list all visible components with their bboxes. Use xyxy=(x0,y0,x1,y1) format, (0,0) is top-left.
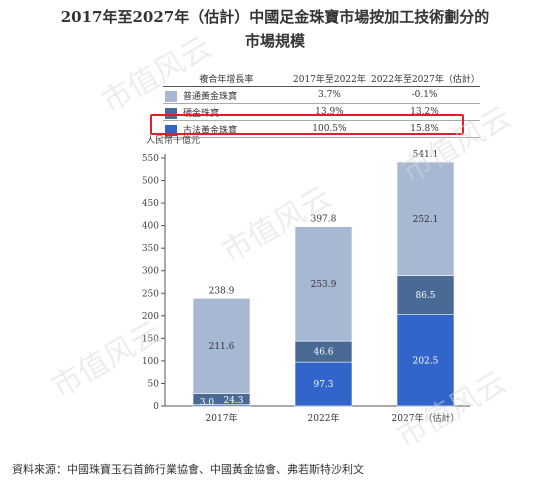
bar-segment xyxy=(294,361,353,407)
legend-swatch-ancient xyxy=(165,124,177,136)
y-tick-label: 350 xyxy=(142,244,159,254)
total-value-label: 397.8 xyxy=(311,215,337,225)
cagr-value: -0.1% xyxy=(369,86,480,104)
total-value-label: 541.1 xyxy=(413,150,439,160)
segment-value-label: 86.5 xyxy=(415,291,435,301)
segment-value-label: 253.9 xyxy=(311,280,337,290)
y-tick-label: 50 xyxy=(148,379,160,389)
cagr-row-hard: 硬金珠寶 13.9% 13.2% xyxy=(163,103,480,121)
highlight-box xyxy=(150,114,464,135)
y-tick-label: 300 xyxy=(142,267,159,277)
cagr-value: 13.2% xyxy=(369,103,480,121)
chart-title-line2: 市場規模 xyxy=(244,32,305,50)
cagr-value: 13.9% xyxy=(289,103,370,121)
bar-segment xyxy=(294,226,353,342)
bar-segment xyxy=(396,275,455,315)
y-tick-label: 150 xyxy=(142,334,159,344)
segment-value-label: 46.6 xyxy=(313,348,333,358)
bar-segment xyxy=(396,161,455,276)
y-tick-label: 550 xyxy=(142,154,159,164)
legend-item-hard: 硬金珠寶 xyxy=(163,103,290,121)
y-tick-label: 450 xyxy=(142,199,159,209)
cagr-header-row: 複合年增長率 2017年至2022年 2022年至2027年（估計） xyxy=(163,71,480,87)
x-tick-label: 2022年 xyxy=(308,412,340,424)
cagr-header-2017-2022: 2017年至2022年 xyxy=(289,71,370,87)
segment-value-label: 202.5 xyxy=(413,356,439,366)
cagr-value: 3.7% xyxy=(289,86,370,104)
x-tick-label: 2027年（估計） xyxy=(392,412,460,424)
legend-label-hard: 硬金珠寶 xyxy=(183,108,220,119)
cagr-legend-table: 複合年增長率 2017年至2022年 2022年至2027年（估計） 普通黃金珠… xyxy=(163,71,480,138)
y-tick-label: 100 xyxy=(142,357,159,367)
legend-swatch-hard xyxy=(165,107,177,119)
y-tick-label: 400 xyxy=(142,222,159,232)
total-value-label: 238.9 xyxy=(209,286,235,296)
segment-value-label: 211.6 xyxy=(209,342,235,352)
segment-value-label: 3.0 xyxy=(200,398,215,408)
y-tick-label: 500 xyxy=(142,177,159,187)
y-tick-label: 0 xyxy=(153,402,159,412)
chart-title-line1: 2017年至2027年（估計）中國足金珠寶市場按加工技術劃分的 xyxy=(60,8,490,26)
source-note: 資料來源：中國珠寶玉石首飾行業協會、中國黃金協會、弗若斯特沙利文 xyxy=(12,463,364,476)
segment-value-label: 24.3 xyxy=(223,396,243,406)
y-tick-label: 250 xyxy=(142,289,159,299)
y-axis-label: 人民幣十億元 xyxy=(146,136,201,146)
legend-label-regular: 普通黃金珠寶 xyxy=(183,91,238,102)
segment-value-label: 252.1 xyxy=(413,215,439,225)
cagr-row-regular: 普通黃金珠寶 3.7% -0.1% xyxy=(163,86,480,104)
legend-item-regular: 普通黃金珠寶 xyxy=(163,86,290,104)
bar-segment xyxy=(396,314,455,407)
segment-value-label: 97.3 xyxy=(313,380,333,390)
legend-label-ancient: 古法黃金珠寶 xyxy=(183,125,238,136)
cagr-header-name: 複合年增長率 xyxy=(163,71,290,87)
bar-segment xyxy=(192,297,251,394)
legend-swatch-regular xyxy=(165,90,177,102)
y-tick-label: 200 xyxy=(142,312,159,322)
cagr-header-2022-2027: 2022年至2027年（估計） xyxy=(369,71,480,87)
x-tick-label: 2017年 xyxy=(206,412,238,424)
